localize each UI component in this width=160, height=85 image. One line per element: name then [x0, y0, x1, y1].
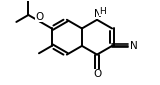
Text: N: N: [94, 9, 102, 19]
Text: O: O: [93, 69, 101, 79]
Text: H: H: [100, 7, 106, 16]
Text: O: O: [35, 12, 44, 22]
Text: N: N: [130, 41, 137, 51]
